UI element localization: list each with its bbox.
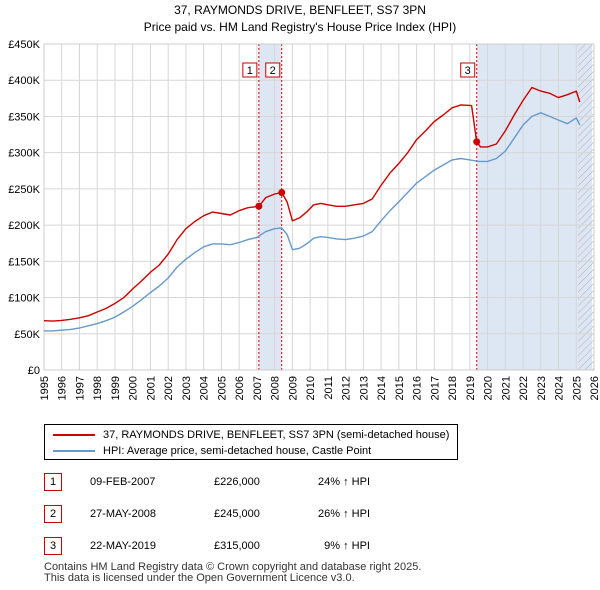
chart-title: 37, RAYMONDS DRIVE, BENFLEET, SS7 3PN (174, 3, 426, 17)
sale-label-box (265, 62, 281, 78)
y-tick-label: £200K (8, 220, 40, 232)
y-tick-label: £250K (8, 184, 40, 196)
sale-point (255, 202, 263, 210)
price-chart: 37, RAYMONDS DRIVE, BENFLEET, SS7 3PN Pr… (8, 3, 600, 400)
sale-period-shade (258, 44, 282, 370)
legend-item-hpi: HPI: Average price, semi-detached house,… (53, 443, 371, 459)
sale-label: 2 (270, 65, 276, 77)
transaction-date: 09-FEB-2007 (90, 476, 156, 488)
x-tick-label: 2001 (145, 376, 157, 400)
x-tick-label: 2015 (394, 376, 406, 400)
sale-label-box (460, 62, 476, 78)
x-tick-label: 2021 (500, 376, 512, 400)
legend-item-property: 37, RAYMONDS DRIVE, BENFLEET, SS7 3PN (s… (53, 427, 449, 443)
property-series-line (43, 86, 581, 322)
legend-label-hpi: HPI: Average price, semi-detached house,… (103, 445, 372, 457)
transaction-date: 22-MAY-2019 (90, 540, 157, 552)
transaction-number: 1 (44, 473, 62, 491)
x-tick-label: 2004 (199, 376, 211, 400)
x-tick-label: 2025 (571, 376, 583, 400)
x-tick-label: 2003 (181, 376, 193, 400)
y-tick-label: £0 (28, 365, 40, 377)
x-tick-label: 2017 (429, 376, 441, 400)
x-tick-label: 2008 (270, 376, 282, 400)
footer-copyright: Contains HM Land Registry data © Crown c… (44, 561, 422, 573)
x-tick-label: 2000 (128, 376, 140, 400)
transaction-price: £245,000 (214, 508, 260, 520)
legend-swatch-property (53, 434, 95, 437)
sale-label: 3 (465, 65, 471, 77)
y-tick-label: £150K (8, 256, 40, 268)
sale-point (278, 189, 286, 197)
x-tick-label: 2022 (518, 376, 530, 400)
x-tick-label: 1999 (110, 376, 122, 400)
x-tick-label: 2020 (483, 376, 495, 400)
transaction-price: £315,000 (214, 540, 260, 552)
x-tick-label: 1995 (39, 376, 51, 400)
x-tick-label: 1998 (92, 376, 104, 400)
y-tick-label: £450K (8, 39, 40, 51)
sale-point (473, 138, 481, 146)
chart-subtitle: Price paid vs. HM Land Registry's House … (144, 20, 456, 34)
legend-label-property: 37, RAYMONDS DRIVE, BENFLEET, SS7 3PN (s… (103, 429, 450, 441)
x-tick-label: 2016 (412, 376, 424, 400)
x-tick-label: 2006 (234, 376, 246, 400)
transaction-hpi: 24% ↑ HPI (318, 476, 370, 488)
x-tick-label: 2014 (376, 376, 388, 400)
y-tick-label: £100K (8, 293, 40, 305)
x-tick-label: 1996 (57, 376, 69, 400)
sale-label: 1 (247, 65, 253, 77)
transaction-number: 3 (44, 537, 62, 555)
hpi-series-line (44, 112, 581, 332)
plot-border (43, 43, 595, 371)
x-tick-label: 1997 (74, 376, 86, 400)
legend: 37, RAYMONDS DRIVE, BENFLEET, SS7 3PN (s… (44, 424, 458, 460)
x-tick-label: 2013 (358, 376, 370, 400)
x-tick-label: 2007 (252, 376, 264, 400)
transaction-number: 2 (44, 505, 62, 523)
footer-licence: This data is licensed under the Open Gov… (44, 572, 355, 584)
x-tick-label: 2026 (589, 376, 600, 400)
x-tick-label: 2018 (447, 376, 459, 400)
x-tick-label: 2010 (305, 376, 317, 400)
x-tick-label: 2012 (341, 376, 353, 400)
x-tick-label: 2002 (163, 376, 175, 400)
x-tick-label: 2005 (216, 376, 228, 400)
x-tick-label: 2024 (554, 376, 566, 400)
x-tick-label: 2023 (536, 376, 548, 400)
x-tick-label: 2011 (323, 376, 335, 400)
forecast-hatch (578, 44, 594, 370)
y-tick-label: £400K (8, 75, 40, 87)
y-tick-label: £350K (8, 111, 40, 123)
y-tick-label: £300K (8, 148, 40, 160)
transaction-date: 27-MAY-2008 (90, 508, 157, 520)
footer: Contains HM Land Registry data © Crown c… (44, 562, 421, 584)
sale-label-box (242, 62, 258, 78)
y-tick-label: £50K (14, 329, 40, 341)
x-tick-label: 2019 (465, 376, 477, 400)
legend-swatch-hpi (53, 450, 95, 453)
transaction-hpi: 9% ↑ HPI (324, 540, 370, 552)
transaction-price: £226,000 (214, 476, 260, 488)
sale-period-shade (476, 44, 593, 370)
x-tick-label: 2009 (287, 376, 299, 400)
transaction-hpi: 26% ↑ HPI (318, 508, 370, 520)
